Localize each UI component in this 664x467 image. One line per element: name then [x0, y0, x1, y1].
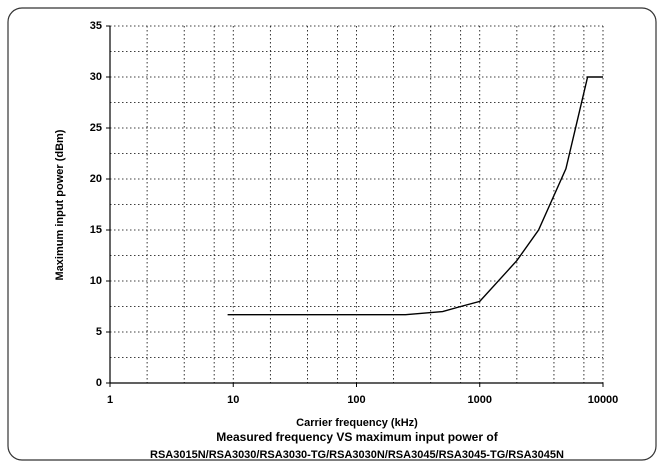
- data-line: [227, 76, 603, 316]
- y-tick-label: 10: [90, 275, 102, 287]
- y-tick-label: 5: [96, 326, 102, 338]
- x-tick-label: 10: [227, 394, 239, 406]
- y-tick-label: 35: [90, 20, 102, 32]
- y-axis-label: Maximum input power (dBm): [54, 129, 66, 280]
- y-tick-label: 0: [96, 377, 102, 389]
- y-tick-label: 15: [90, 224, 102, 236]
- x-tick-label: 1: [107, 394, 113, 406]
- y-tick-label: 25: [90, 122, 102, 134]
- x-tick-label: 10000: [588, 394, 619, 406]
- x-tick-label: 1000: [468, 394, 492, 406]
- caption: Measured frequency VS maximum input powe…: [216, 430, 498, 444]
- y-tick-label: 30: [90, 71, 102, 83]
- y-tick-label: 20: [90, 173, 102, 185]
- x-tick-label: 100: [347, 394, 365, 406]
- models: RSA3015N/RSA3030/RSA3030-TG/RSA3030N/RSA…: [150, 449, 564, 461]
- x-axis-label: Carrier frequency (kHz): [296, 417, 418, 429]
- frame: [7, 7, 657, 461]
